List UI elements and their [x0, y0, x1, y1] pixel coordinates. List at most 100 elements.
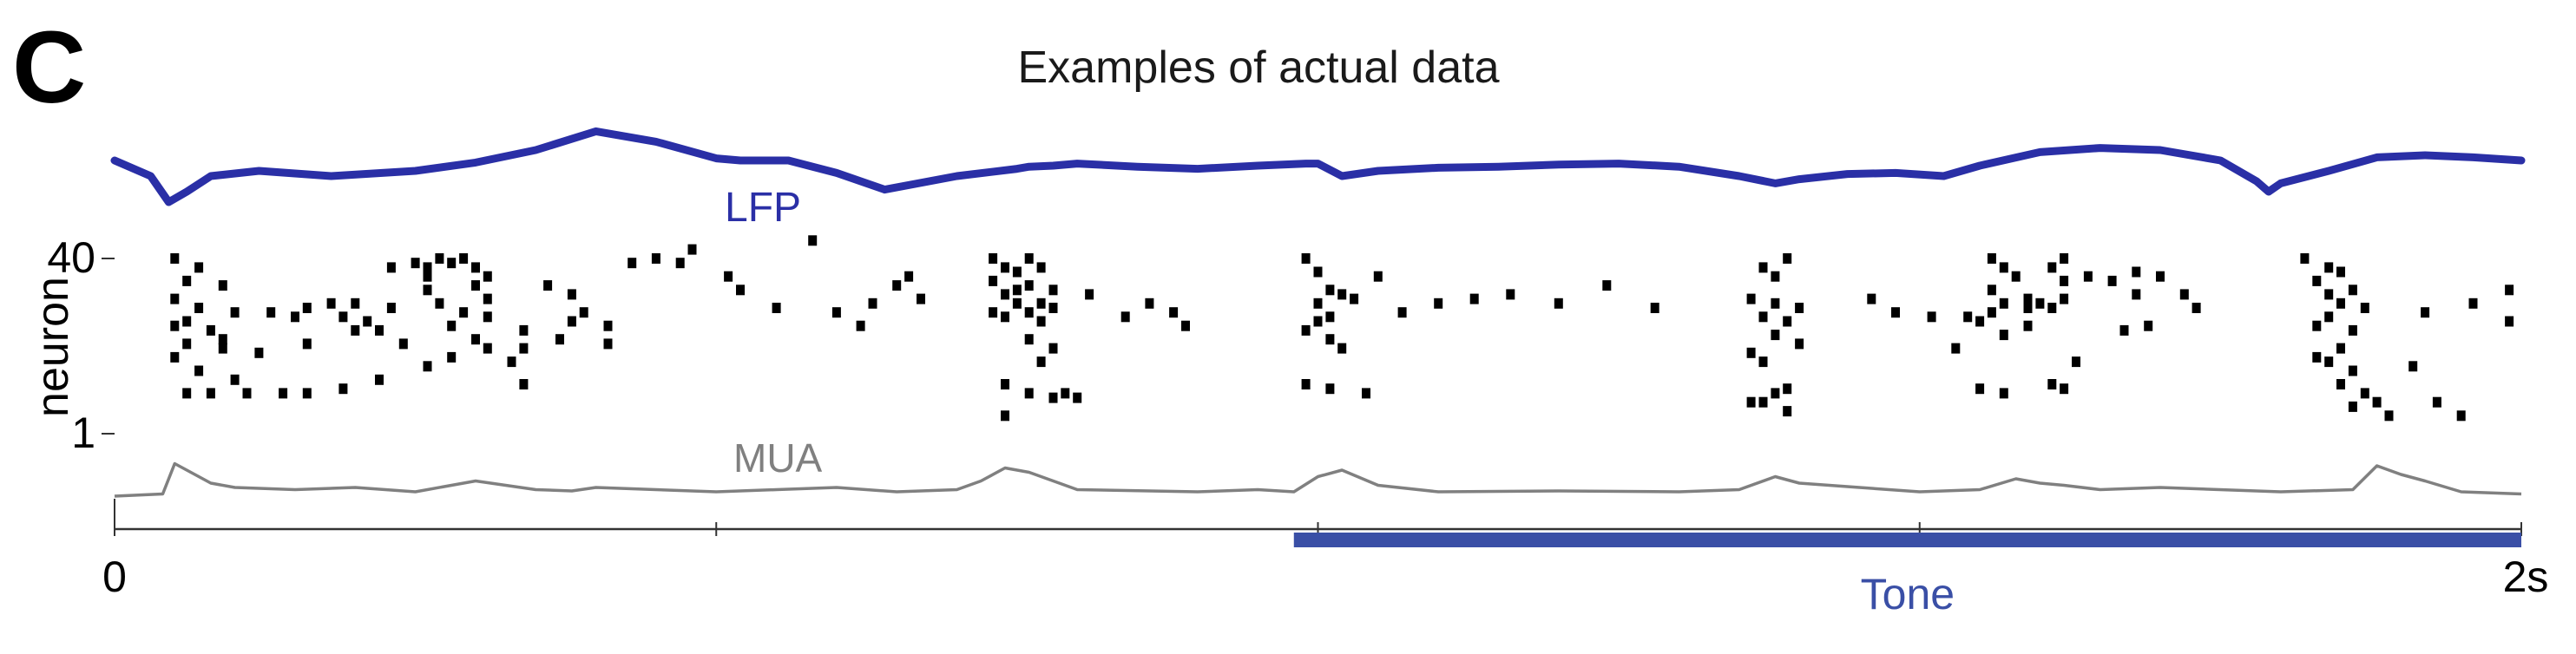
spike-mark-162: [2023, 293, 2033, 304]
spike-mark-18: [218, 334, 227, 345]
spike-mark-183: [2156, 271, 2165, 282]
spike-mark-20: [291, 311, 299, 323]
spike-mark-10: [218, 343, 227, 354]
spike-mark-37: [386, 262, 396, 273]
spike-mark-145: [1758, 356, 1768, 368]
spike-mark-192: [2324, 289, 2334, 300]
spike-mark-171: [2060, 275, 2069, 286]
spike-mark-108: [1120, 311, 1130, 323]
spike-mark-49: [459, 307, 469, 318]
spike-mark-104: [1001, 410, 1009, 422]
spike-mark-181: [2060, 383, 2069, 395]
spike-mark-89: [1024, 280, 1034, 291]
spike-mark-101: [1024, 388, 1034, 399]
spike-mark-210: [2421, 307, 2430, 318]
spike-mark-151: [1867, 293, 1876, 304]
spike-mark-193: [2336, 298, 2345, 309]
spike-mark-21: [302, 303, 312, 313]
spike-mark-78: [904, 271, 914, 282]
spike-mark-148: [1746, 396, 1756, 408]
spike-mark-3: [218, 280, 227, 291]
spike-mark-27: [398, 338, 408, 350]
spike-mark-48: [435, 298, 444, 309]
spike-mark-53: [483, 343, 492, 354]
spike-mark-64: [519, 343, 529, 354]
spike-mark-135: [1783, 253, 1792, 264]
spike-mark-184: [2179, 289, 2189, 300]
spike-mark-142: [1771, 330, 1780, 341]
spike-mark-52: [471, 334, 480, 345]
spike-mark-94: [1048, 303, 1058, 313]
spike-mark-176: [2132, 266, 2141, 278]
spike-mark-175: [2107, 275, 2117, 286]
spike-mark-188: [2324, 262, 2334, 273]
spike-mark-118: [1325, 311, 1335, 323]
spike-mark-12: [194, 365, 204, 376]
spike-mark-25: [375, 324, 384, 336]
spike-mark-76: [856, 320, 865, 331]
spike-mark-51: [447, 320, 457, 331]
spike-mark-120: [1301, 324, 1311, 336]
spike-mark-102: [1048, 392, 1058, 403]
lfp-label: LFP: [725, 185, 801, 231]
spike-mark-4: [170, 293, 180, 304]
spike-mark-58: [567, 289, 576, 300]
spike-mark-75: [868, 298, 877, 309]
spike-mark-85: [1036, 262, 1046, 273]
spike-mark-174: [2132, 289, 2141, 300]
spike-mark-212: [2505, 284, 2514, 296]
spike-mark-154: [1963, 311, 1973, 323]
spike-mark-103: [1073, 392, 1082, 403]
spike-mark-189: [2336, 266, 2345, 278]
spike-mark-79: [892, 280, 902, 291]
spike-mark-157: [2023, 320, 2033, 331]
mua-layer: MUA: [114, 435, 2522, 498]
spike-mark-29: [302, 338, 312, 350]
spike-mark-71: [724, 271, 733, 282]
lfp-layer: LFP: [110, 127, 2526, 231]
tone-label: Tone: [1861, 570, 1955, 618]
spike-mark-152: [1891, 307, 1900, 318]
y-tick-label-1: 1: [71, 409, 95, 457]
spike-mark-170: [2047, 262, 2057, 273]
spike-mark-11: [170, 351, 180, 363]
spike-mark-134: [1758, 262, 1768, 273]
spike-mark-55: [519, 324, 529, 336]
spike-mark-191: [2348, 284, 2357, 296]
spike-mark-61: [603, 320, 613, 331]
spike-mark-7: [182, 316, 192, 327]
spike-mark-163: [2060, 293, 2069, 304]
spike-mark-140: [1758, 311, 1768, 323]
spike-mark-136: [1771, 271, 1780, 282]
spike-mark-204: [2372, 396, 2382, 408]
spike-mark-119: [1313, 316, 1323, 327]
spike-mark-180: [2047, 379, 2057, 389]
spike-mark-149: [1758, 396, 1768, 408]
spike-mark-38: [411, 258, 420, 269]
spike-mark-22: [326, 298, 336, 309]
spike-mark-1: [194, 262, 204, 273]
spike-mark-57: [543, 280, 553, 291]
spike-mark-144: [1746, 347, 1756, 358]
spike-mark-116: [1350, 293, 1359, 304]
spike-mark-202: [2336, 379, 2345, 389]
spike-mark-91: [1012, 298, 1022, 309]
spike-mark-207: [2408, 361, 2418, 372]
spike-mark-109: [1145, 298, 1154, 309]
spike-mark-80: [917, 293, 925, 304]
spike-mark-62: [555, 334, 564, 345]
spike-mark-107: [1085, 289, 1094, 300]
chart-title: Examples of actual data: [1018, 43, 1500, 93]
spike-mark-112: [1301, 253, 1311, 264]
spike-mark-69: [687, 244, 697, 255]
spike-mark-90: [1048, 284, 1058, 296]
spike-mark-166: [1987, 307, 1996, 318]
spike-mark-66: [519, 379, 529, 389]
spike-mark-74: [831, 307, 841, 318]
spike-mark-185: [2192, 303, 2201, 313]
spike-mark-13: [230, 374, 240, 385]
spike-mark-199: [2312, 351, 2322, 363]
spike-mark-36: [423, 361, 432, 372]
spike-mark-123: [1301, 379, 1311, 389]
spike-mark-150: [1783, 406, 1792, 417]
